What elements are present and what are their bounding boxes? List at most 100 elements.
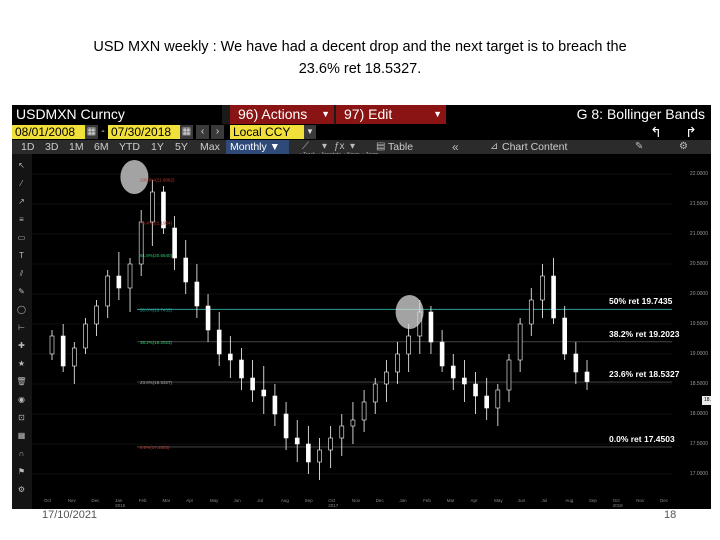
candlestick: [428, 306, 434, 354]
text-tool-icon[interactable]: T: [19, 251, 24, 260]
grid-icon[interactable]: ▦: [17, 431, 26, 440]
candlestick: [551, 258, 556, 324]
candlestick: [372, 378, 378, 414]
candlestick: [94, 300, 99, 336]
arrow-left-icon[interactable]: ‹: [196, 125, 209, 139]
range-1y-button[interactable]: 1Y: [151, 141, 164, 153]
chevron-down-icon[interactable]: ▾: [322, 141, 328, 152]
candlestick: [361, 390, 367, 432]
fib-small-label: 50.0%(19.7435): [140, 307, 173, 312]
fib-tool-icon[interactable]: ≡: [19, 215, 24, 224]
gear-icon[interactable]: ⚙: [679, 141, 688, 152]
chevron-down-icon[interactable]: ▼: [304, 125, 316, 139]
x-tick-label: Sep: [304, 498, 313, 503]
range-3d-button[interactable]: 3D: [45, 141, 59, 153]
star-icon[interactable]: ★: [17, 359, 26, 368]
ellipse-tool-icon[interactable]: ◯: [17, 305, 26, 314]
range-ytd-button[interactable]: YTD: [119, 141, 140, 153]
bloomberg-terminal-window: USDMXN Curncy 96) Actions ▼ 97) Edit ▼ G 8…: [12, 105, 711, 509]
settings-icon[interactable]: ⚙: [17, 485, 26, 494]
magnet-icon[interactable]: ∩: [18, 449, 25, 458]
redo-icon[interactable]: ↱: [684, 124, 698, 140]
rectangle-tool-icon[interactable]: ▭: [17, 233, 26, 242]
x-year-label: 2018: [612, 503, 623, 508]
chevron-down-icon[interactable]: ▾: [350, 141, 356, 152]
table-icon[interactable]: ▤: [376, 141, 386, 152]
measure-tool-icon[interactable]: ⊢: [18, 323, 25, 332]
end-date-field[interactable]: 07/30/2018: [108, 125, 182, 139]
y-tick-label: 19.0000: [689, 351, 708, 357]
candlestick: [350, 402, 356, 444]
actions-label: 96) Actions: [238, 106, 308, 122]
x-tick-label: Jan: [399, 498, 407, 503]
range-max-button[interactable]: Max: [200, 141, 220, 153]
ticker-field[interactable]: USDMXN Curncy: [12, 105, 222, 124]
candlestick: [216, 312, 222, 366]
chart-plot-area[interactable]: 100.0%(21.9082) 76.4%(21.1954) 61.8%(20.65…: [32, 154, 672, 500]
chart-content-button[interactable]: Chart Content: [502, 141, 568, 153]
candlestick: [328, 426, 333, 468]
x-tick-label: Feb: [423, 498, 431, 503]
fib-small-label: 100.0%(21.9082): [140, 178, 175, 183]
y-tick-label: 17.5000: [689, 441, 708, 447]
channel-tool-icon[interactable]: ⫽: [19, 269, 24, 278]
undo-icon[interactable]: ↰: [649, 124, 663, 140]
x-tick-label: Sep: [588, 498, 597, 503]
bookmark-icon[interactable]: ⚑: [17, 467, 26, 476]
terminal-header-row: USDMXN Curncy 96) Actions ▼ 97) Edit ▼ G 8…: [12, 105, 711, 124]
calendar-icon[interactable]: ▦: [85, 125, 98, 139]
last-price-badge: 18.5440: [702, 396, 711, 405]
x-tick-label: Jun: [233, 498, 241, 503]
x-tick-label: Mar: [162, 498, 171, 503]
range-1d-button[interactable]: 1D: [21, 141, 35, 153]
lock-icon[interactable]: ⊡: [18, 413, 25, 422]
calendar-icon[interactable]: ▦: [180, 125, 193, 139]
range-5y-button[interactable]: 5Y: [175, 141, 188, 153]
x-tick-label: Oct: [328, 498, 336, 503]
x-tick-label: May: [209, 498, 219, 503]
candlestick: [450, 354, 456, 390]
y-tick-label: 21.5000: [689, 201, 708, 207]
trash-icon[interactable]: 🗑: [16, 377, 27, 386]
range-6m-button[interactable]: 6M: [94, 141, 109, 153]
x-tick-label: May: [494, 498, 503, 503]
x-tick-label: Dec: [375, 498, 384, 503]
period-select[interactable]: Monthly ▼: [226, 140, 289, 154]
edit-button[interactable]: 97) Edit ▼: [336, 105, 446, 124]
start-date-field[interactable]: 08/01/2008: [12, 125, 86, 139]
arrow-right-icon[interactable]: ›: [211, 125, 224, 139]
x-tick-label: Aug: [565, 498, 574, 503]
candlestick: [495, 384, 501, 426]
slide-footer-date: 17/10/2021: [42, 509, 98, 521]
candlestick: [172, 216, 177, 270]
candlestick: [395, 342, 400, 384]
candlestick: [462, 360, 467, 402]
y-tick-label: 17.0000: [689, 471, 708, 477]
annotation-icon[interactable]: ✚: [18, 341, 25, 350]
slide-title-line1: USD MXN weekly : We have had a decent dr…: [93, 39, 627, 55]
candlestick: [228, 336, 233, 378]
range-toolbar: 1D 3D 1M 6M YTD 1Y 5Y Max Monthly ▼ ⟋ ▾ …: [12, 140, 711, 154]
range-1m-button[interactable]: 1M: [69, 141, 84, 153]
fib-level-label: 0.0% ret 17.4503: [609, 433, 675, 444]
actions-button[interactable]: 96) Actions ▼: [230, 105, 334, 124]
candlestick: [127, 258, 133, 312]
cursor-icon[interactable]: ↖: [18, 161, 25, 170]
x-tick-label: Dec: [91, 498, 100, 503]
table-button[interactable]: Table: [388, 141, 414, 153]
edit-icon[interactable]: ✎: [635, 141, 644, 152]
x-tick-label: Dec: [660, 498, 669, 503]
chart-icon[interactable]: ⊿: [490, 141, 499, 152]
candlestick: [406, 324, 411, 372]
line-tool-icon[interactable]: ⁄: [20, 179, 23, 188]
y-tick-label: 22.0000: [689, 171, 708, 177]
line-chart-icon[interactable]: ⟋: [302, 141, 309, 152]
arrow-tool-icon[interactable]: ↗: [18, 197, 25, 206]
x-tick-label: Apr: [470, 498, 478, 503]
pencil-icon[interactable]: ✎: [18, 287, 25, 296]
eye-icon[interactable]: ◉: [18, 395, 25, 404]
fx-icon[interactable]: ƒx: [334, 141, 345, 152]
fib-level-label: 50% ret 19.7435: [609, 296, 673, 307]
currency-field[interactable]: Local CCY: [230, 125, 307, 139]
collapse-icon[interactable]: «: [452, 140, 459, 154]
